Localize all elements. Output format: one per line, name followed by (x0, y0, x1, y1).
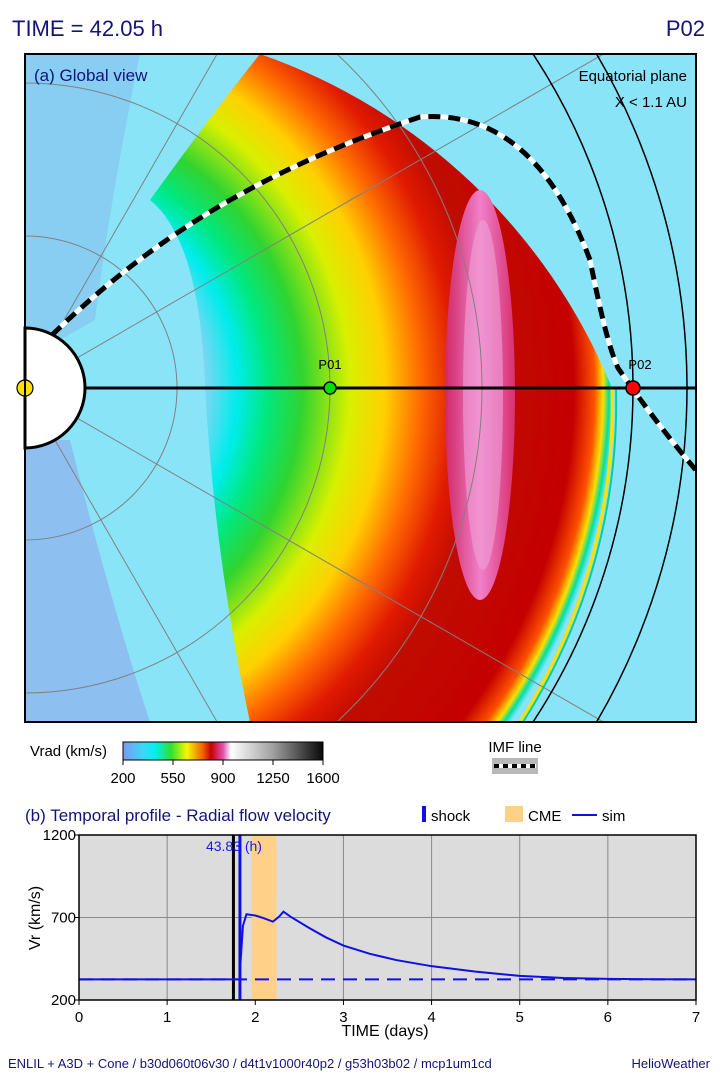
time-label: TIME = 42.05 h (12, 16, 163, 41)
x-tick-label: 4 (427, 1009, 435, 1026)
x-tick-label: 1 (163, 1009, 171, 1026)
global-view-panel: P01 P02 (a) Global view Equatorial plane… (16, 53, 697, 723)
sim-series-line (79, 910, 696, 981)
global-view-title: (a) Global view (34, 66, 148, 85)
probe-p01-label: P01 (318, 357, 341, 372)
legend-sim-label: sim (602, 808, 625, 825)
colorbar-tick-label: 200 (110, 770, 135, 787)
y-tick-label: 1200 (43, 827, 76, 844)
footer-brand: HelioWeather (631, 1056, 710, 1071)
probe-p02-marker (625, 380, 641, 396)
panel-a-frame (24, 53, 697, 723)
y-tick-label: 200 (51, 992, 76, 1009)
shock-time-label: 43.83 (h) (206, 838, 262, 854)
probe-p01-marker (323, 381, 337, 395)
x-tick-label: 7 (692, 1009, 700, 1026)
y-tick-label: 700 (51, 910, 76, 927)
colorbar-tick-label: 1600 (306, 770, 339, 787)
footer-config: ENLIL + A3D + Cone / b30d060t06v30 / d4t… (8, 1056, 492, 1071)
series-group (79, 910, 696, 981)
legend-cme-swatch (505, 806, 523, 822)
x-tick-label: 2 (251, 1009, 259, 1026)
colorbar: Vrad (km/s) 200 550 900 1250 1600 (30, 741, 340, 787)
profile-title: (b) Temporal profile - Radial flow veloc… (25, 806, 331, 825)
legend-cme-label: CME (528, 808, 561, 825)
x-tick-label: 6 (604, 1009, 612, 1026)
colorbar-ticks: 200 550 900 1250 1600 (110, 760, 340, 787)
legend-shock-swatch (422, 806, 426, 822)
legend-shock-label: shock (431, 808, 471, 825)
colorbar-tick-label: 550 (160, 770, 185, 787)
inner-boundary (23, 326, 87, 450)
x-axis-label: TIME (days) (341, 1023, 428, 1040)
temporal-profile-panel: (b) Temporal profile - Radial flow veloc… (25, 806, 700, 1040)
imf-legend: IMF line (488, 739, 542, 774)
plane-label: Equatorial plane (579, 68, 687, 85)
x-tick-label: 0 (75, 1009, 83, 1026)
probe-label: P02 (666, 16, 705, 41)
y-axis-label: Vr (km/s) (27, 886, 44, 950)
range-label: X < 1.1 AU (615, 94, 687, 111)
imf-legend-label: IMF line (488, 739, 541, 756)
axis-ticks: 0 1 2 3 4 5 6 7 200 700 1200 (43, 827, 701, 1026)
colorbar-gradient (122, 741, 324, 761)
profile-legend: shock CME sim (422, 806, 625, 825)
x-tick-label: 5 (516, 1009, 524, 1026)
probe-p02-label: P02 (628, 357, 651, 372)
colorbar-label: Vrad (km/s) (30, 743, 107, 760)
colorbar-tick-label: 1250 (256, 770, 289, 787)
x-tick-label: 3 (339, 1009, 347, 1026)
colorbar-tick-label: 900 (210, 770, 235, 787)
